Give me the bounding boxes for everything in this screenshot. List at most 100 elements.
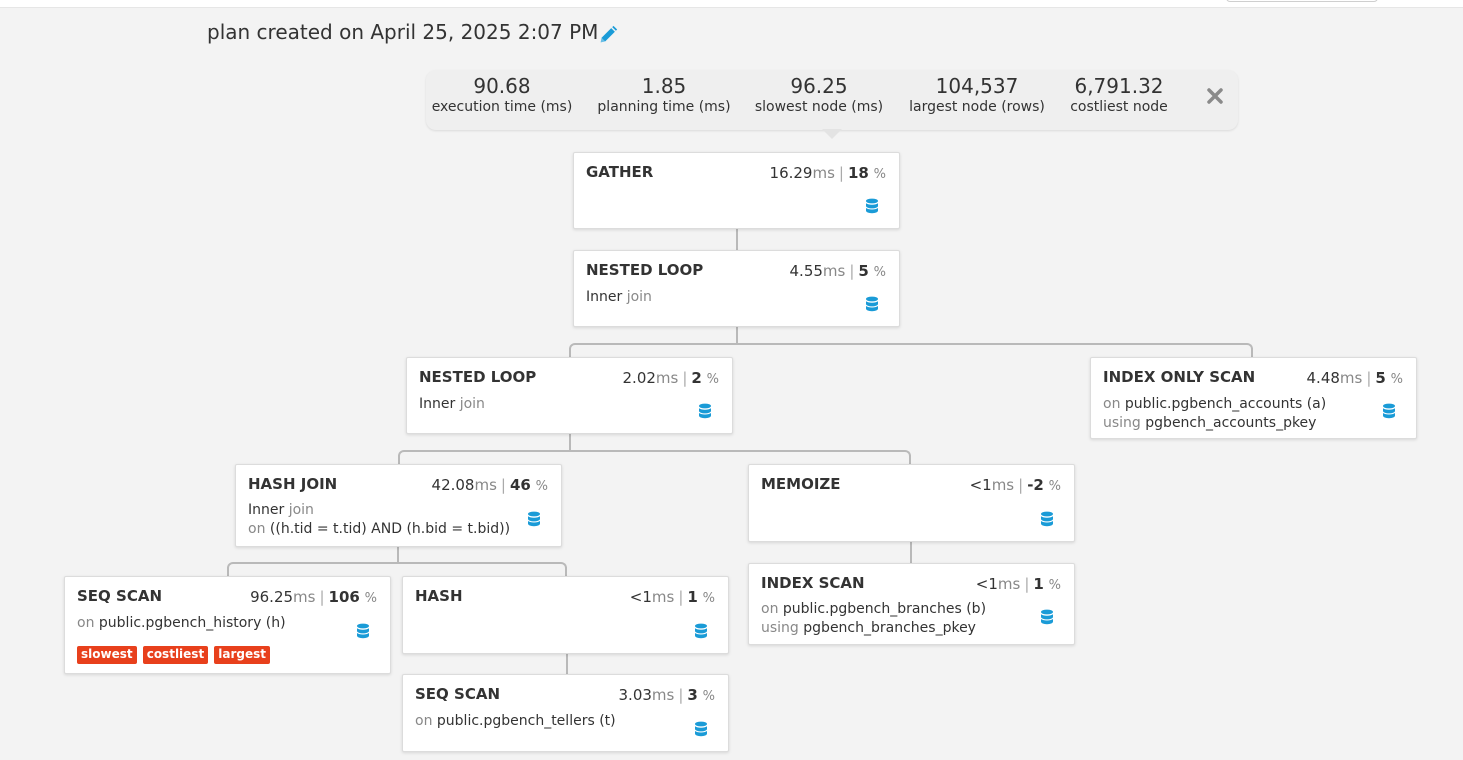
time-unit: ms [655, 369, 679, 387]
metric-separator: | [678, 686, 684, 704]
percent-sign: % [1048, 479, 1061, 494]
database-icon[interactable] [694, 721, 708, 737]
connector [569, 434, 571, 451]
node-percent: -2 [1027, 476, 1044, 494]
relation-line: on public.pgbench_accounts (a) [1103, 395, 1326, 414]
node-percent: 1 [687, 588, 698, 606]
time-unit: ms [651, 686, 675, 704]
node-title: INDEX SCAN [761, 574, 865, 592]
node-time: 2.02 [622, 369, 656, 387]
node-percent: 46 [509, 476, 531, 494]
join-keyword: join [626, 289, 652, 305]
time-unit: ms [1339, 369, 1363, 387]
node-title: MEMOIZE [761, 475, 841, 493]
percent-sign: % [1048, 578, 1061, 593]
join-description: Inner join [419, 395, 485, 414]
relation-line: on public.pgbench_branches (b) [761, 600, 986, 619]
planning-time-value: 1.85 [641, 74, 687, 98]
relation-name: public.pgbench_tellers (t) [436, 713, 616, 729]
metric-separator: | [682, 369, 688, 387]
relation-name: public.pgbench_accounts (a) [1124, 396, 1327, 412]
connector [736, 327, 738, 344]
database-icon[interactable] [698, 403, 712, 419]
node-percent: 5 [1375, 369, 1386, 387]
node-metrics: 3.03ms | 3 % [619, 686, 715, 704]
node-percent: 1 [1033, 575, 1044, 593]
metric-separator: | [1018, 476, 1024, 494]
plan-node-nested-loop[interactable]: NESTED LOOP 2.02ms | 2 % Inner join [406, 357, 733, 434]
node-percent: 3 [687, 686, 698, 704]
plan-node-hash-join[interactable]: HASH JOIN 42.08ms | 46 % Inner join on ((h… [235, 464, 562, 547]
database-icon[interactable] [527, 511, 541, 527]
largest-node-stat: 104,537 largest node (rows) [902, 74, 1052, 116]
join-type: Inner [248, 502, 285, 518]
plan-node-gather[interactable]: GATHER 16.29ms | 18 % [573, 152, 900, 229]
node-metrics: 16.29ms | 18 % [770, 164, 886, 182]
connector [397, 547, 399, 563]
time-unit: ms [997, 575, 1021, 593]
costliest-tag: costliest [142, 646, 209, 664]
node-metrics: 96.25ms | 106 % [250, 588, 377, 606]
percent-sign: % [702, 689, 715, 704]
join-keyword: join [459, 396, 485, 412]
connector [736, 229, 738, 251]
plan-node-seq-scan[interactable]: SEQ SCAN 3.03ms | 3 % on public.pgbench_te… [402, 674, 729, 752]
plan-node-nested-loop[interactable]: NESTED LOOP 4.55ms | 5 % Inner join [573, 250, 900, 327]
node-title: HASH [415, 587, 463, 605]
planning-time-stat: 1.85 planning time (ms) [590, 74, 738, 116]
time-unit: ms [293, 588, 316, 606]
slowest-node-label: slowest node (ms) [754, 99, 884, 115]
join-description: Inner join [586, 288, 652, 307]
plan-summary-panel: 90.68 execution time (ms) 1.85 planning … [426, 70, 1238, 130]
database-icon[interactable] [865, 198, 879, 214]
percent-sign: % [535, 479, 548, 494]
plan-node-hash[interactable]: HASH <1ms | 1 % [402, 576, 729, 654]
relation-line: on public.pgbench_tellers (t) [415, 712, 616, 731]
using-keyword: using [1103, 415, 1141, 431]
percent-sign: % [1390, 372, 1403, 387]
node-percent: 106 [328, 588, 360, 606]
plan-node-memoize[interactable]: MEMOIZE <1ms | -2 % [748, 464, 1075, 542]
database-icon[interactable] [694, 623, 708, 639]
execution-time-value: 90.68 [473, 74, 531, 98]
top-toolbar-strip [0, 0, 1463, 8]
database-icon[interactable] [1040, 511, 1054, 527]
node-metrics: 2.02ms | 2 % [623, 369, 719, 387]
metric-separator: | [678, 588, 684, 606]
join-condition-line: on ((h.tid = t.tid) AND (h.bid = t.bid)) [248, 520, 510, 539]
index-name: pgbench_accounts_pkey [1145, 415, 1317, 431]
node-metrics: <1ms | -2 % [970, 476, 1061, 494]
database-icon[interactable] [1382, 403, 1396, 419]
metric-separator: | [1366, 369, 1372, 387]
connector [566, 654, 568, 674]
toolbar-button[interactable] [1226, 0, 1378, 2]
plan-node-seq-scan[interactable]: SEQ SCAN 96.25ms | 106 % on public.pgbench… [64, 576, 391, 674]
connector [910, 542, 912, 563]
using-keyword: using [761, 620, 799, 636]
connector [569, 343, 1253, 359]
node-title: INDEX ONLY SCAN [1103, 368, 1256, 386]
node-title: SEQ SCAN [415, 685, 500, 703]
close-icon[interactable] [1205, 86, 1225, 106]
node-title: NESTED LOOP [586, 261, 704, 279]
on-keyword: on [415, 713, 433, 729]
on-keyword: on [248, 521, 266, 537]
database-icon[interactable] [865, 296, 879, 312]
database-icon[interactable] [1040, 609, 1054, 625]
node-time: 16.29 [769, 164, 813, 182]
connector [398, 450, 911, 466]
node-time: 42.08 [431, 476, 475, 494]
plan-title: plan created on April 25, 2025 2:07 PM [207, 20, 599, 44]
node-percent: 2 [691, 369, 702, 387]
database-icon[interactable] [356, 623, 370, 639]
metric-separator: | [849, 262, 855, 280]
node-metrics: 4.55ms | 5 % [790, 262, 886, 280]
join-type: Inner [419, 396, 456, 412]
node-tags: slowest costliest largest [77, 643, 271, 664]
index-name: pgbench_branches_pkey [803, 620, 976, 636]
node-metrics: 42.08ms | 46 % [432, 476, 548, 494]
plan-node-index-scan[interactable]: INDEX SCAN <1ms | 1 % on public.pgbench_br… [748, 563, 1075, 645]
plan-node-index-only-scan[interactable]: INDEX ONLY SCAN 4.48ms | 5 % on public.pgb… [1090, 357, 1417, 439]
pencil-icon[interactable] [597, 24, 619, 46]
node-title: NESTED LOOP [419, 368, 537, 386]
